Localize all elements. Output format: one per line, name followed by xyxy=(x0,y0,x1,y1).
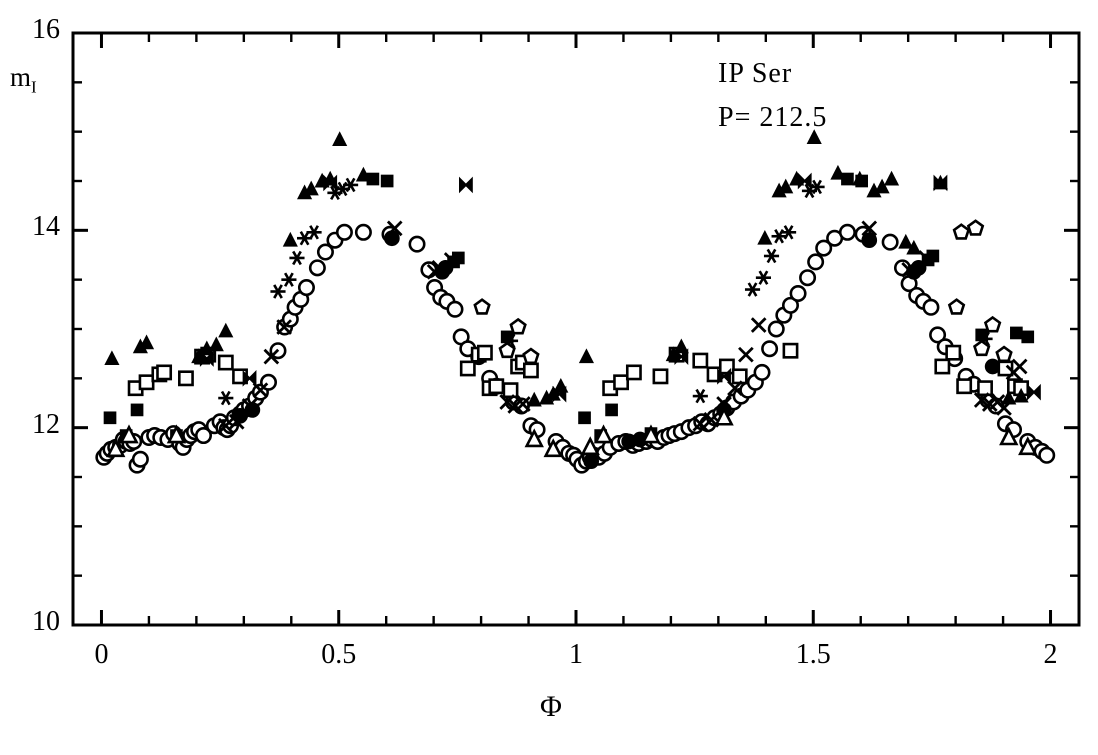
series-open-square xyxy=(127,342,1030,399)
star-name-label: IP Ser xyxy=(718,58,793,89)
y-tick-label: 10 xyxy=(32,606,60,637)
x-tick-label: 1.5 xyxy=(795,639,831,670)
series-asterisk xyxy=(218,177,993,406)
x-tick-label: 0 xyxy=(94,639,109,670)
series-filled-circle xyxy=(232,230,1001,470)
y-axis-label: mI xyxy=(10,62,37,97)
series-open-triangle xyxy=(106,406,1038,458)
series-bowtie xyxy=(199,172,1041,403)
series-filled-triangle xyxy=(104,129,1029,407)
series-cross xyxy=(217,220,1028,434)
series-open-pentagon xyxy=(473,219,1013,365)
y-tick-label: 14 xyxy=(32,211,60,243)
x-axis-label: Φ xyxy=(540,690,562,723)
period-label: P= 212.5 xyxy=(718,102,828,133)
y-tick-label: 16 xyxy=(32,14,60,45)
x-tick-label: 2 xyxy=(1043,639,1058,670)
plot-annotation: IP Ser P= 212.5 xyxy=(718,52,827,140)
x-tick-label: 1 xyxy=(569,639,583,670)
series-open-circle xyxy=(95,223,1056,474)
y-tick-label: 12 xyxy=(32,408,60,440)
x-tick-label: 0.5 xyxy=(321,639,357,670)
